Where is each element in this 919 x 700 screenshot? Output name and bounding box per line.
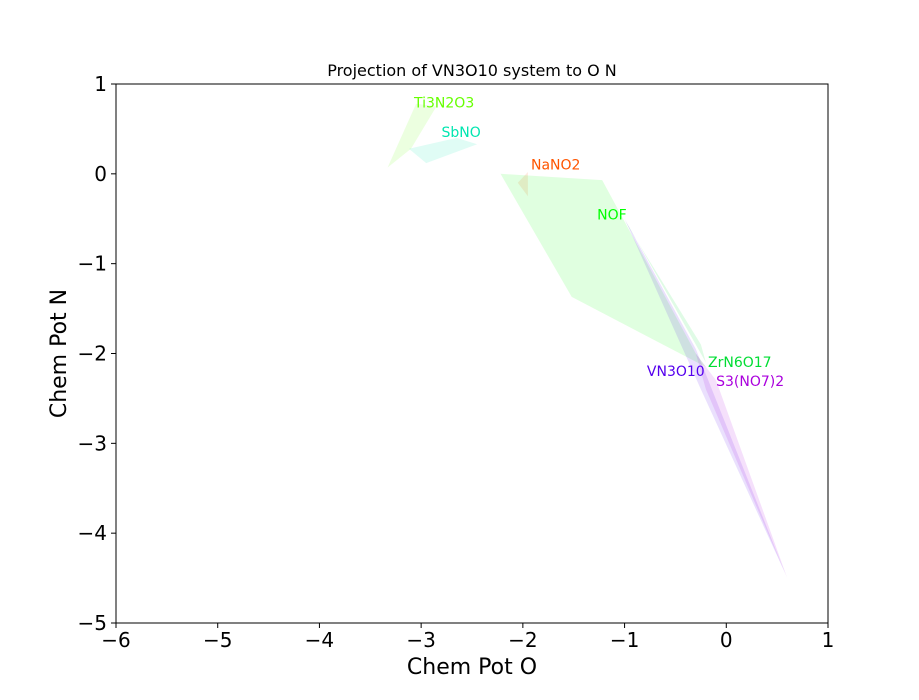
region-label-nano2: NaNO2 [531,157,580,173]
x-tick-label: −6 [101,628,130,652]
x-tick-label: −2 [508,628,537,652]
y-tick-label: −4 [78,521,107,545]
x-tick-label: −1 [610,628,639,652]
x-tick-label: 0 [720,628,733,652]
x-tick-label: 1 [822,628,835,652]
region-label-zrn6o17: ZrN6O17 [708,355,772,371]
region-nof [500,173,706,367]
x-tick-label: −4 [305,628,334,652]
y-tick-label: −3 [78,431,107,455]
region-nano2 [517,172,528,197]
axis-ticks: −6 −5 −4 −3 −2 −1 0 1−5−4−3−2−101 [78,72,835,652]
region-label-s3-no7-2: S3(NO7)2 [716,374,784,390]
region-s3-no7-2 [695,353,788,579]
x-axis-label: Chem Pot O [407,655,537,680]
x-tick-label: −5 [203,628,232,652]
y-tick-label: −5 [78,611,107,635]
y-axis-label: Chem Pot N [47,289,72,418]
region-label-nof: NOF [597,208,627,224]
region-label-ti3n2o3: Ti3N2O3 [413,95,474,111]
region-vn3o10 [624,218,786,574]
region-sbno [408,137,478,164]
region-ti3n2o3 [387,103,437,168]
y-tick-label: −2 [78,342,107,366]
region-label-vn3o10: VN3O10 [647,364,705,380]
x-tick-label: −3 [406,628,435,652]
y-tick-label: 0 [94,162,107,186]
chart-title: Projection of VN3O10 system to O N [327,61,617,80]
y-tick-label: −1 [78,252,107,276]
regions [387,103,788,579]
y-tick-label: 1 [94,72,107,96]
region-label-sbno: SbNO [442,125,481,141]
